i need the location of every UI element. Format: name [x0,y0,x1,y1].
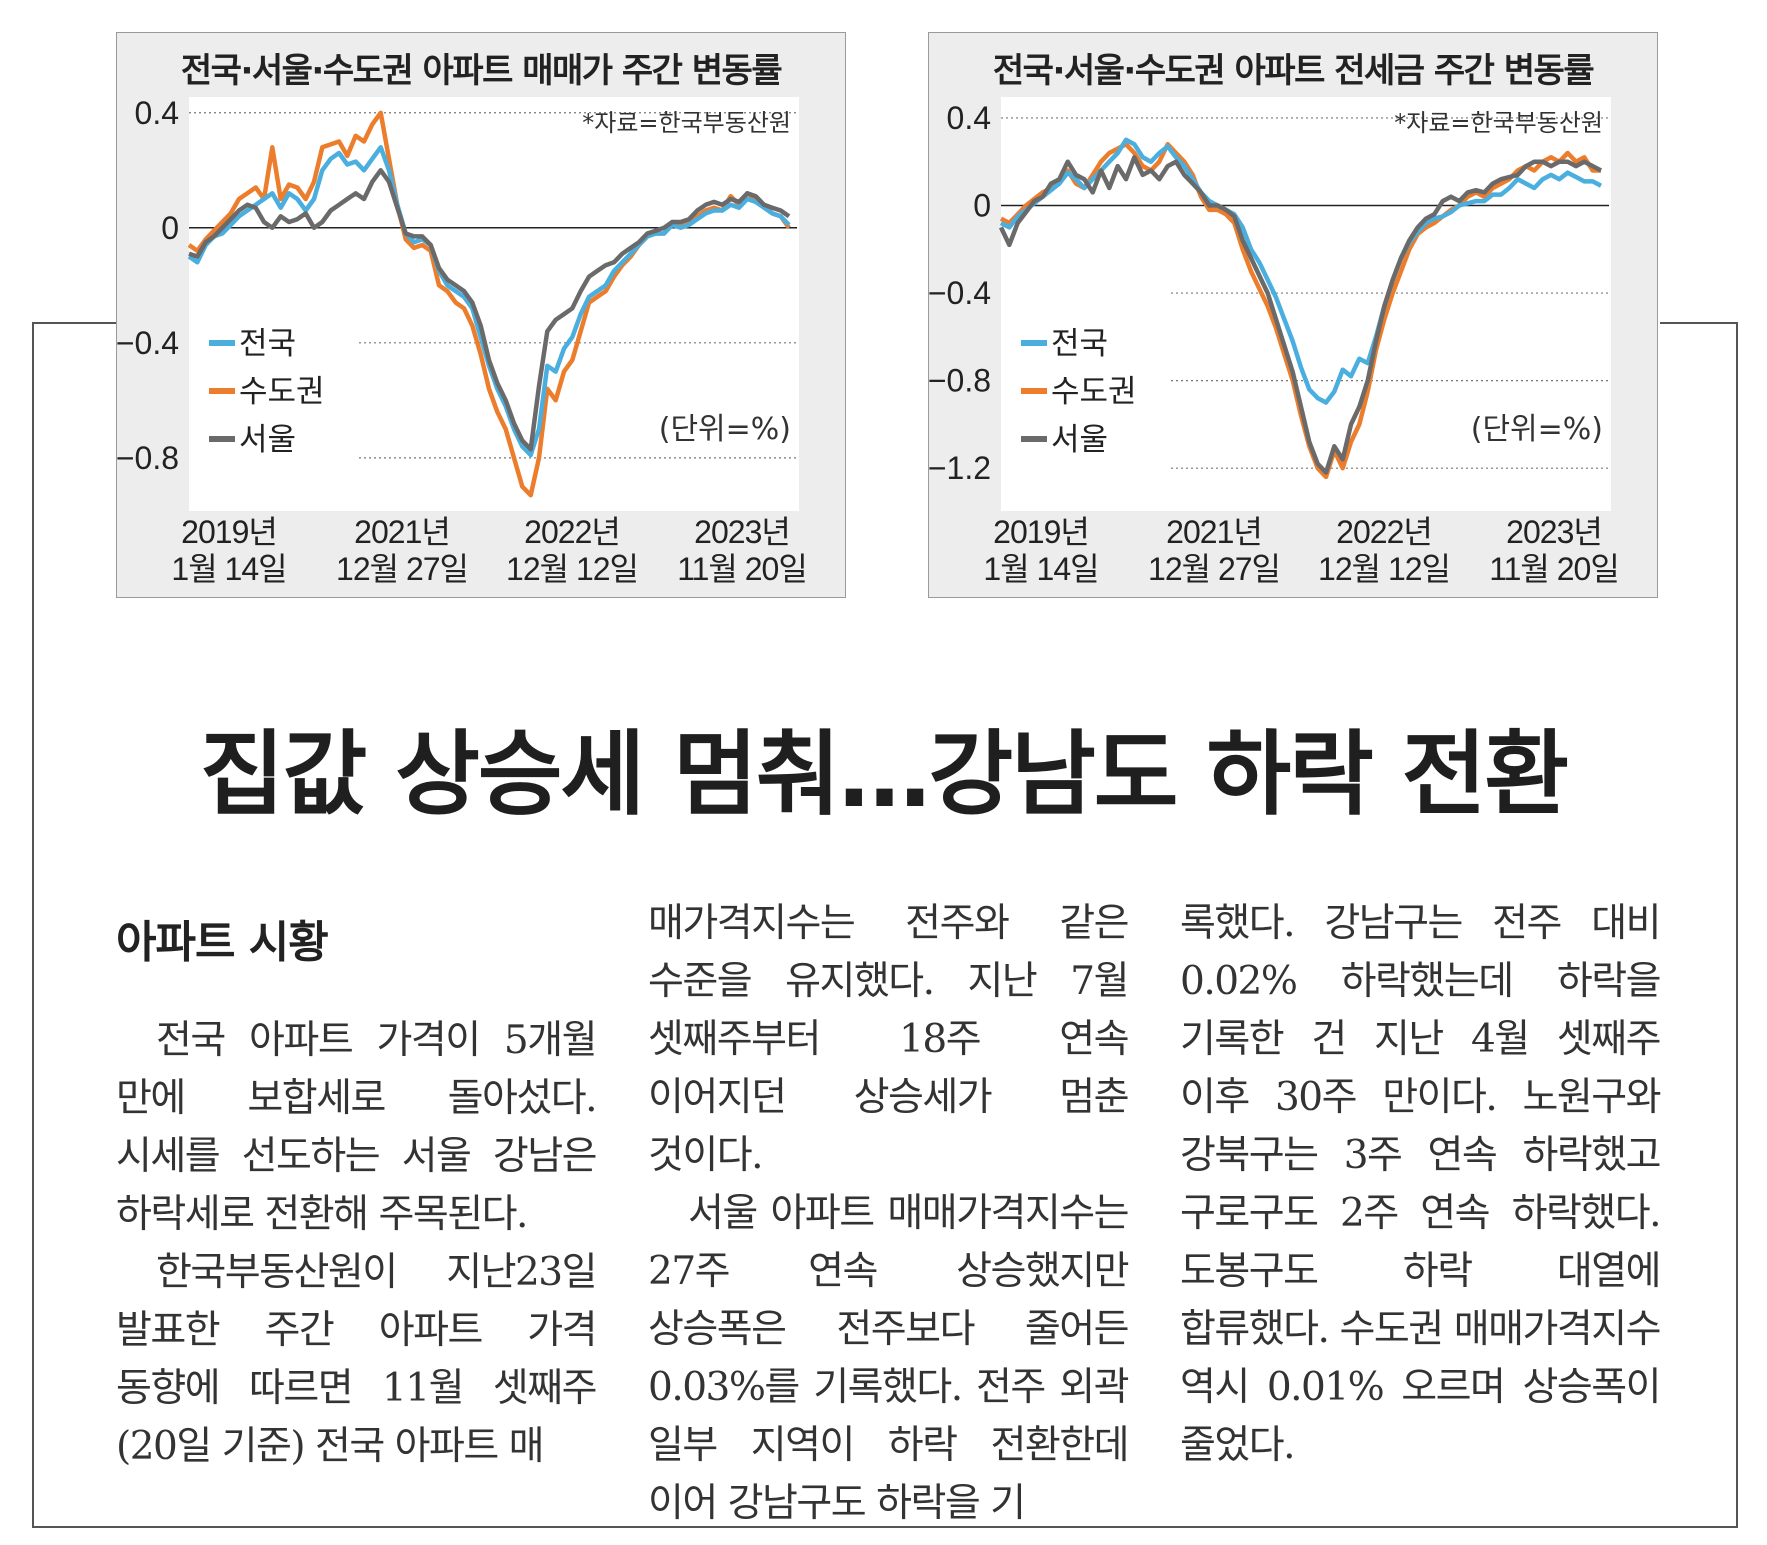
x-tick-label: 2019년 [181,514,277,550]
paragraph: 록했다. 강남구는 전주 대비 0.02% 하락했는데 하락을 기록한 건 지난… [1180,901,1662,1468]
headline: 집값 상승세 멈춰…강남도 하락 전환 [199,721,1569,828]
series-line-seoul [188,168,791,452]
chart-title: 전국·서울·수도권 아파트 매매가 주간 변동률 [180,51,783,91]
x-tick-label: 11월 20일 [677,551,807,587]
source-label: *자료=한국부동산원 [1394,109,1603,137]
x-tick-label: 2023년 [1506,514,1602,550]
unit-label: (단위=%) [1471,412,1603,447]
x-tick-label: 2022년 [1336,514,1432,550]
x-tick-label: 2019년 [993,514,1089,550]
paragraph: 매가격지수는 전주와 같은 수준을 유지했다. 지난 7월 셋째주부터 18주 … [648,901,1130,1178]
body-column-2: 매가격지수는 전주와 같은 수준을 유지했다. 지난 7월 셋째주부터 18주 … [648,895,1130,1533]
x-tick-label: 2021년 [1166,514,1262,550]
y-tick-label: −0.4 [929,275,991,311]
frame-top-left-line [32,322,116,324]
legend-label: 전국 [239,326,296,362]
legend-label: 전국 [1051,326,1108,362]
series-line-seoul [998,155,1603,475]
x-tick-label: 1월 14일 [983,551,1098,587]
x-tick-label: 12월 27일 [336,551,468,587]
legend-label: 수도권 [239,374,325,410]
x-tick-label: 11월 20일 [1489,551,1619,587]
y-tick-label: −1.2 [929,450,991,486]
paragraph: 서울 아파트 매매가격지수는 27주 연속 상승했지만 상승폭은 전주보다 줄어… [648,1191,1130,1526]
legend-label: 서울 [1051,422,1108,458]
body-column-1: 전국 아파트 가격이 5개월 만에 보합세로 돌아섰다. 시세를 선도하는 서울… [116,1012,598,1476]
y-tick-label: 0 [161,210,179,246]
source-label: *자료=한국부동산원 [582,109,791,137]
y-tick-label: −0.8 [929,363,991,399]
plot-area [189,97,799,511]
article-frame [32,322,1738,1528]
x-tick-label: 12월 27일 [1148,551,1280,587]
unit-label: (단위=%) [659,412,791,447]
series-line-capital [187,110,791,498]
y-tick-label: 0 [973,188,991,224]
paragraph: 전국 아파트 가격이 5개월 만에 보합세로 돌아섰다. 시세를 선도하는 서울… [116,1018,598,1237]
y-tick-label: −0.4 [117,325,179,361]
legend-label: 서울 [239,422,296,458]
jeonse-chart-panel: 전국·서울·수도권 아파트 전세금 주간 변동률 0.4 0 −0.4 −0.8 −1.… [928,32,1658,598]
y-tick-label: 0.4 [135,95,179,131]
paragraph: 한국부동산원이 지난23일 발표한 주간 아파트 가격 동향에 따르면 11월 … [116,1250,598,1469]
y-tick-label: 0.4 [947,100,991,136]
x-tick-label: 2023년 [694,514,790,550]
x-tick-label: 12월 12일 [506,551,638,587]
section-title: 아파트 시황 [116,917,329,968]
y-tick-label: −0.8 [117,440,179,476]
x-tick-label: 2021년 [354,514,450,550]
chart-title: 전국·서울·수도권 아파트 전세금 주간 변동률 [992,51,1595,91]
body-column-3: 록했다. 강남구는 전주 대비 0.02% 하락했는데 하락을 기록한 건 지난… [1180,895,1662,1475]
x-tick-label: 1월 14일 [171,551,286,587]
x-tick-label: 2022년 [524,514,620,550]
legend-label: 수도권 [1051,374,1137,410]
sale-price-chart-panel: 전국·서울·수도권 아파트 매매가 주간 변동률 0.4 0 −0.4 −0.8 *자료… [116,32,846,598]
x-tick-label: 12월 12일 [1318,551,1450,587]
frame-top-right-line [1660,322,1738,324]
